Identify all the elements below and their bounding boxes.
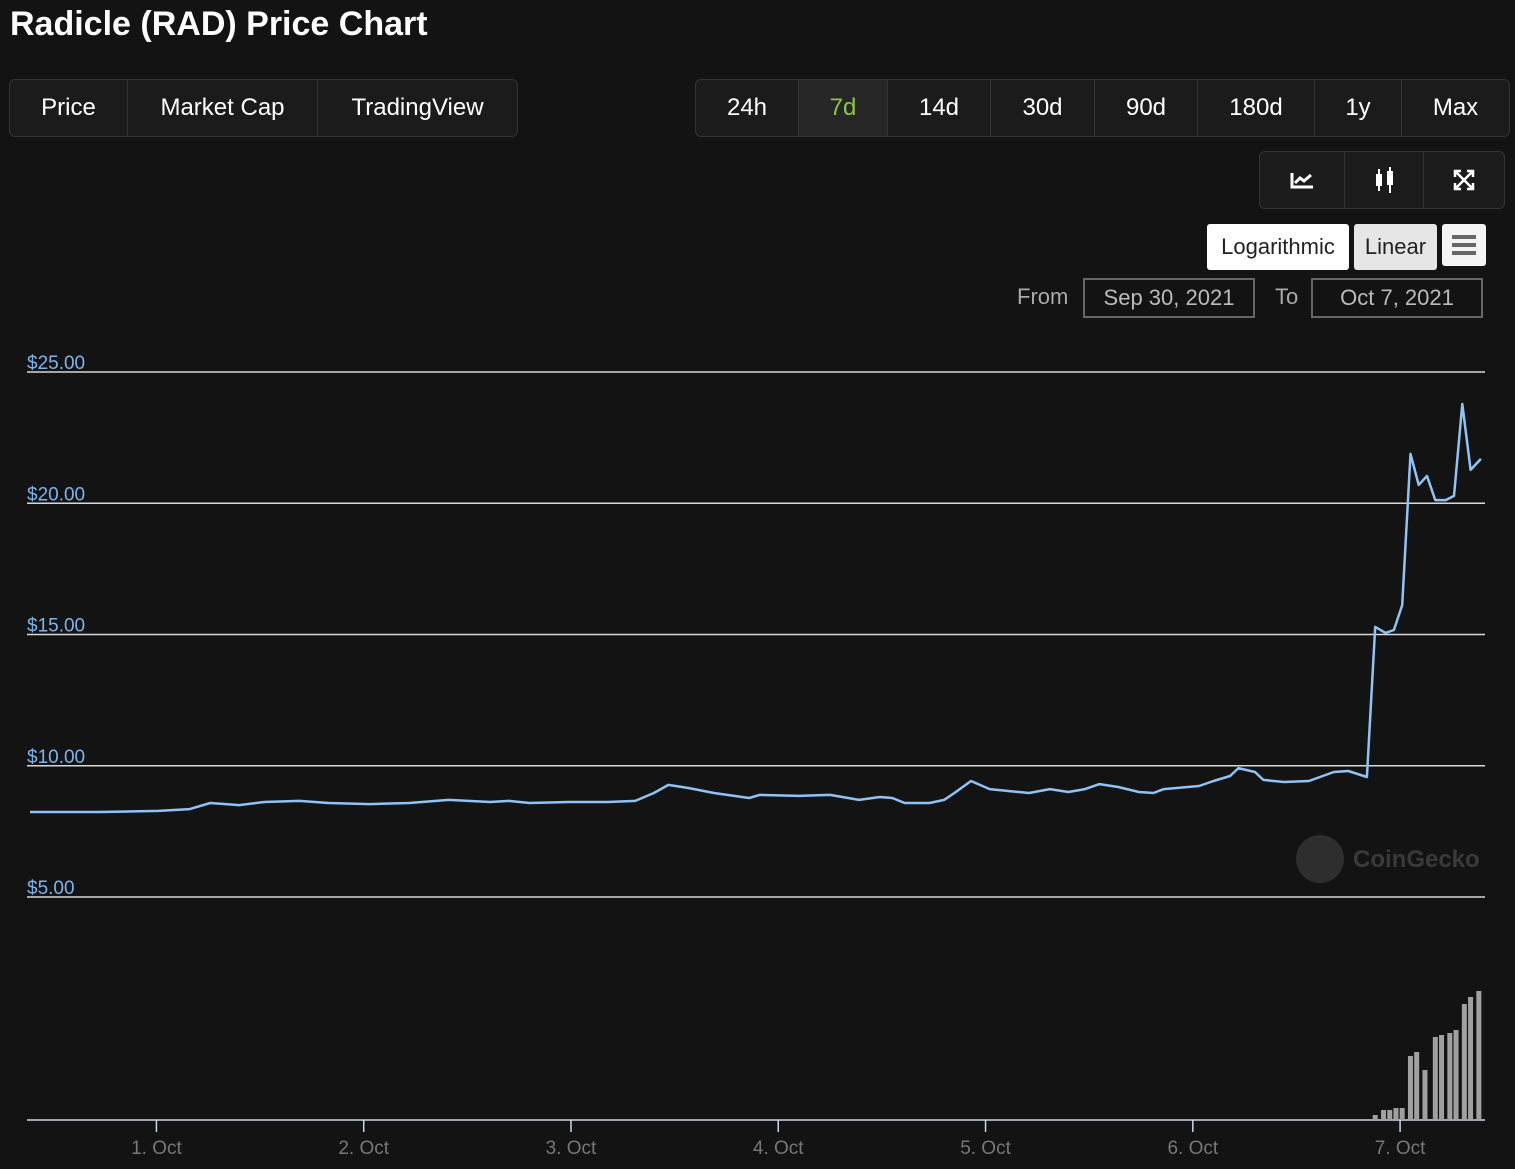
- candle-icon: [1376, 167, 1393, 193]
- x-tick-label: 4. Oct: [753, 1138, 804, 1159]
- x-tick-label: 3. Oct: [546, 1138, 597, 1159]
- volume-bar: [1393, 1108, 1399, 1120]
- range-button[interactable]: Max: [1432, 94, 1479, 121]
- volume-bar: [1432, 1037, 1438, 1120]
- candle-chart-button[interactable]: [1345, 152, 1424, 208]
- linear-button[interactable]: Linear: [1354, 224, 1437, 270]
- menu-icon: [1452, 235, 1476, 255]
- volume-bar: [1439, 1035, 1445, 1120]
- range-button[interactable]: 180d: [1198, 80, 1315, 136]
- menu-button[interactable]: [1442, 224, 1486, 266]
- range-group: 24h 7d 14d 30d 90d 180d 1y Max: [695, 79, 1510, 137]
- line-icon: [1290, 173, 1313, 189]
- y-tick-label: $25.00: [27, 353, 85, 374]
- from-input[interactable]: Sep 30, 2021: [1083, 278, 1255, 318]
- volume-bar: [1407, 1056, 1413, 1120]
- volume-bar: [1422, 1070, 1428, 1120]
- volume-bar: [1468, 997, 1474, 1120]
- log-button[interactable]: Logarithmic: [1207, 224, 1349, 270]
- y-tick-label: $20.00: [27, 484, 85, 505]
- from-label: From: [1017, 284, 1069, 309]
- range-button[interactable]: 24h: [696, 80, 799, 136]
- range-button[interactable]: 90d: [1095, 80, 1198, 136]
- y-tick-label: $10.00: [27, 747, 85, 768]
- volume-bar: [1476, 991, 1482, 1120]
- watermark: CoinGecko: [1353, 846, 1480, 873]
- x-tick-label: 1. Oct: [131, 1138, 182, 1159]
- page-title: Radicle (RAD) Price Chart: [10, 5, 428, 43]
- tab[interactable]: Market Cap: [128, 80, 318, 136]
- range-button[interactable]: 1y: [1315, 80, 1402, 136]
- volume-bar: [1461, 1004, 1467, 1120]
- volume-bar: [1387, 1110, 1393, 1120]
- volume-bar: [1372, 1115, 1378, 1120]
- range-button[interactable]: 14d: [888, 80, 991, 136]
- to-label: To: [1275, 284, 1299, 309]
- to-input[interactable]: Oct 7, 2021: [1311, 278, 1483, 318]
- x-tick-label: 6. Oct: [1167, 1138, 1218, 1159]
- tab[interactable]: Price: [10, 80, 128, 136]
- x-tick-label: 5. Oct: [960, 1138, 1011, 1159]
- tab-group: Price Market Cap TradingView: [9, 79, 518, 137]
- expand-icon: [1453, 169, 1475, 191]
- volume-bar: [1399, 1108, 1405, 1120]
- watermark-logo: [1296, 835, 1344, 883]
- chart-type-group: [1259, 151, 1505, 209]
- range-button[interactable]: 30d: [991, 80, 1095, 136]
- fullscreen-button[interactable]: [1424, 152, 1504, 208]
- line-chart-button[interactable]: [1260, 152, 1345, 208]
- y-tick-label: $5.00: [27, 878, 75, 899]
- x-tick-label: 7. Oct: [1375, 1138, 1426, 1159]
- y-tick-label: $15.00: [27, 616, 85, 637]
- volume-bar: [1447, 1033, 1453, 1120]
- price-line: [30, 402, 1482, 814]
- volume-bar: [1453, 1030, 1459, 1120]
- range-button[interactable]: 7d: [799, 80, 888, 136]
- x-tick-label: 2. Oct: [338, 1138, 389, 1159]
- volume-bar: [1414, 1052, 1420, 1120]
- tab[interactable]: TradingView: [351, 94, 484, 121]
- volume-bar: [1381, 1110, 1387, 1120]
